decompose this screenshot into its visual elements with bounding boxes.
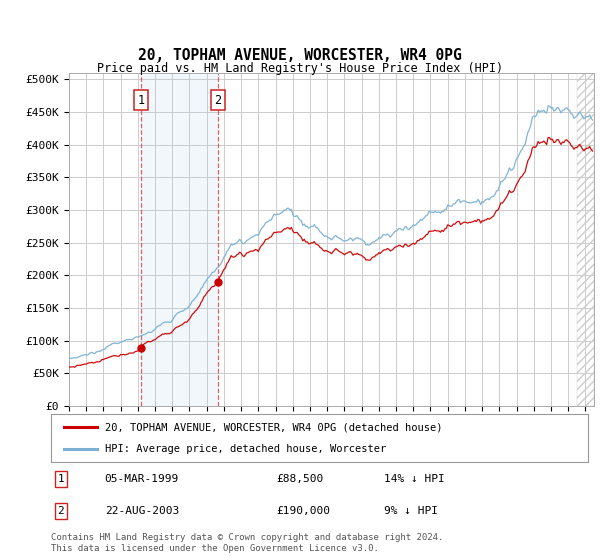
Text: £88,500: £88,500 — [277, 474, 324, 484]
Text: 22-AUG-2003: 22-AUG-2003 — [105, 506, 179, 516]
Text: Price paid vs. HM Land Registry's House Price Index (HPI): Price paid vs. HM Land Registry's House … — [97, 62, 503, 75]
Text: HPI: Average price, detached house, Worcester: HPI: Average price, detached house, Worc… — [105, 444, 386, 454]
Text: 2: 2 — [214, 94, 221, 107]
Text: Contains HM Land Registry data © Crown copyright and database right 2024.
This d: Contains HM Land Registry data © Crown c… — [51, 533, 443, 553]
Text: 2: 2 — [57, 506, 64, 516]
Text: 14% ↓ HPI: 14% ↓ HPI — [384, 474, 445, 484]
Text: 9% ↓ HPI: 9% ↓ HPI — [384, 506, 438, 516]
Text: 20, TOPHAM AVENUE, WORCESTER, WR4 0PG: 20, TOPHAM AVENUE, WORCESTER, WR4 0PG — [138, 49, 462, 63]
Bar — [141, 73, 218, 406]
Text: £190,000: £190,000 — [277, 506, 331, 516]
Text: 1: 1 — [57, 474, 64, 484]
Text: 1: 1 — [137, 94, 145, 107]
Text: 20, TOPHAM AVENUE, WORCESTER, WR4 0PG (detached house): 20, TOPHAM AVENUE, WORCESTER, WR4 0PG (d… — [105, 422, 442, 432]
Text: 05-MAR-1999: 05-MAR-1999 — [105, 474, 179, 484]
